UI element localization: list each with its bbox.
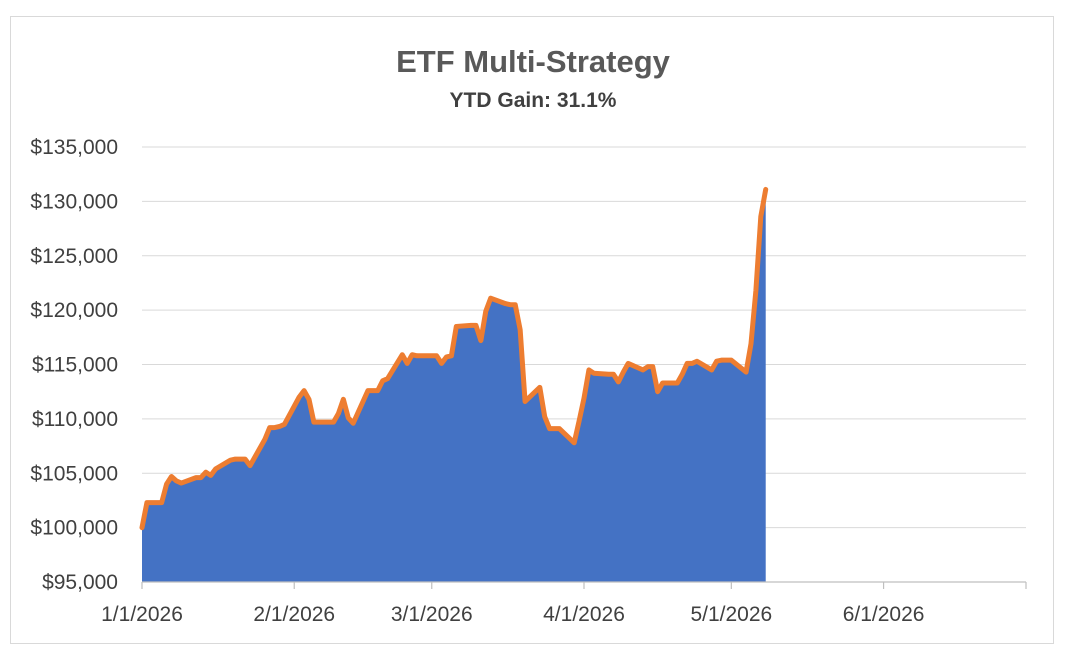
x-tick-label: 6/1/2026: [843, 603, 925, 626]
series-line: [139, 186, 769, 531]
y-tick-label: $120,000: [30, 299, 118, 322]
y-tick-label: $95,000: [42, 571, 118, 594]
y-tick-label: $115,000: [32, 354, 118, 377]
y-tick-label: $130,000: [30, 190, 118, 213]
chart-subtitle: YTD Gain: 31.1%: [450, 89, 617, 112]
x-tick-label: 1/1/2026: [101, 603, 183, 626]
x-tick-label: 5/1/2026: [690, 603, 772, 626]
y-tick-label: $110,000: [32, 408, 118, 431]
area-fill: [142, 189, 766, 582]
x-axis-tick-labels: 1/1/2026 2/1/2026 3/1/2026 4/1/2026 5/1/2026…: [101, 603, 924, 626]
x-tick-label: 2/1/2026: [253, 603, 335, 626]
y-tick-label: $105,000: [30, 462, 118, 485]
y-tick-label: $125,000: [30, 245, 118, 268]
chart-title: ETF Multi-Strategy: [396, 44, 671, 79]
axes: [141, 581, 1027, 589]
y-tick-label: $135,000: [30, 136, 118, 159]
x-tick-label: 3/1/2026: [391, 603, 473, 626]
y-axis-tick-labels: $95,000 $100,000 $105,000 $110,000 $115,000 $…: [30, 136, 118, 594]
series-layer: [139, 186, 769, 582]
x-tick-label: 4/1/2026: [543, 603, 625, 626]
y-tick-label: $100,000: [30, 517, 118, 540]
